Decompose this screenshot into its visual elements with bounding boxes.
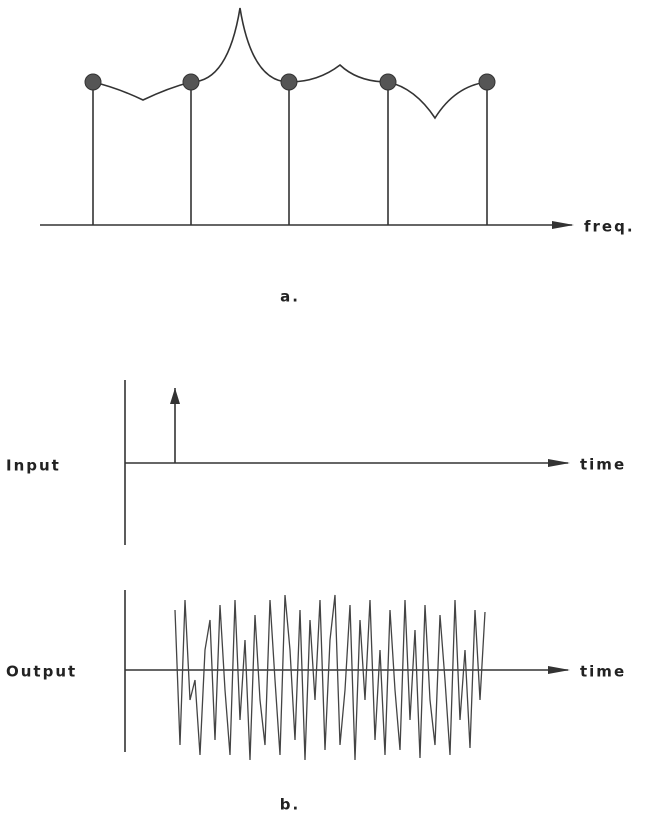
output-time-label: time — [580, 663, 626, 681]
sample-points — [84, 73, 496, 91]
input-plot: Input time — [6, 380, 626, 545]
caption-a: a. — [280, 288, 300, 306]
input-label: Input — [6, 457, 61, 475]
caption-b: b. — [280, 796, 300, 814]
spectrum-diagram: freq. a. — [40, 7, 635, 306]
impulse-response — [174, 594, 486, 761]
freq-label: freq. — [584, 218, 635, 236]
output-plot: Output time — [6, 590, 626, 761]
stems — [92, 82, 488, 225]
output-label: Output — [6, 663, 77, 681]
input-time-label: time — [580, 456, 626, 474]
spectral-envelope — [92, 7, 488, 120]
